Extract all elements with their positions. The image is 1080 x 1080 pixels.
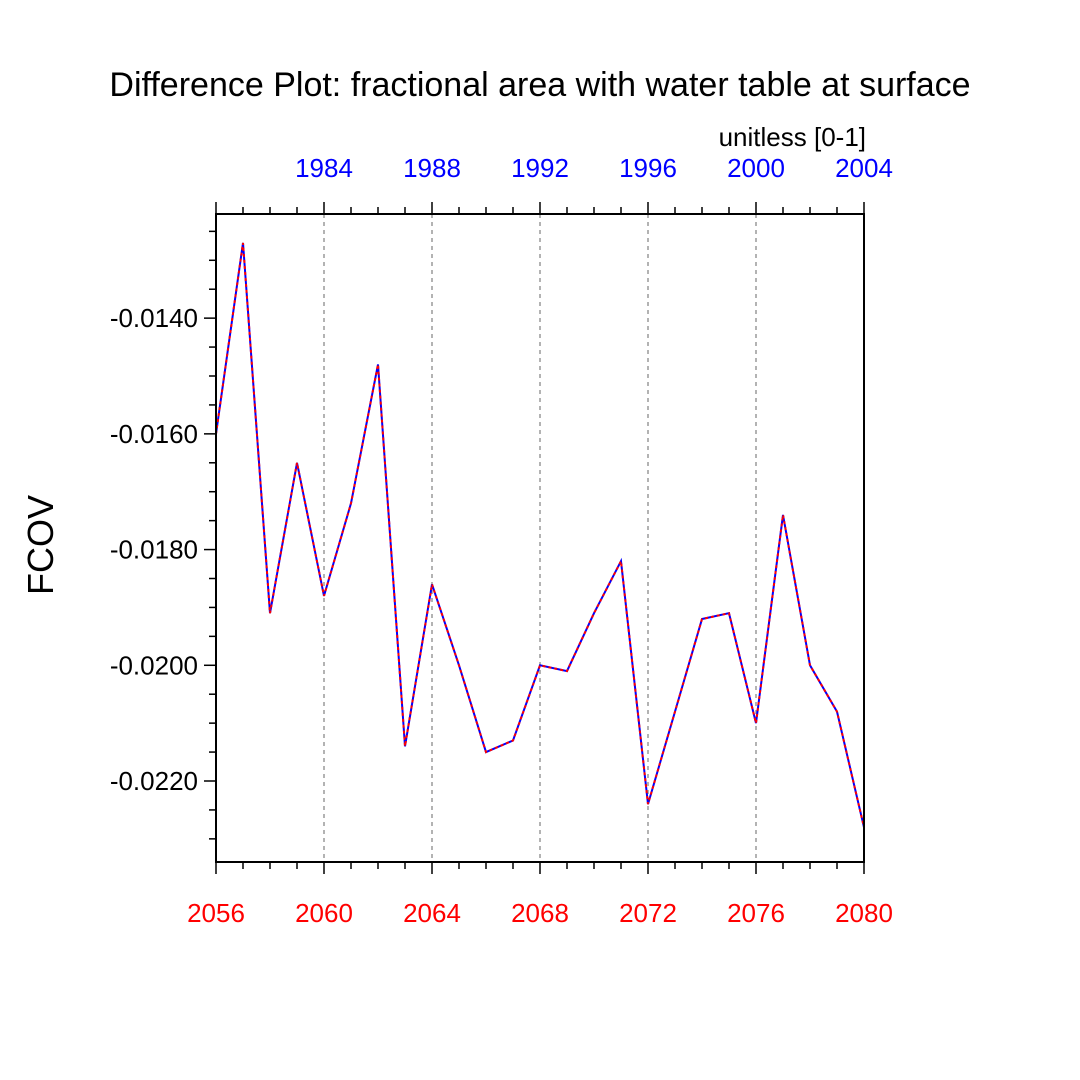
- top-x-tick-label: 1992: [511, 153, 569, 183]
- grid-lines: [323, 214, 757, 862]
- units-label: unitless [0-1]: [718, 122, 866, 152]
- top-x-tick-label: 1996: [619, 153, 677, 183]
- y-tick-label: -0.0140: [110, 303, 198, 333]
- series-line-dashed: [215, 242, 865, 828]
- y-tick-label: -0.0200: [110, 650, 198, 680]
- y-tick-label: -0.0180: [110, 535, 198, 565]
- top-x-tick-label: 2000: [727, 153, 785, 183]
- x-tick-label: 2072: [619, 898, 677, 928]
- x-tick-label: 2080: [835, 898, 893, 928]
- x-tick-label: 2076: [727, 898, 785, 928]
- y-tick-label: -0.0220: [110, 766, 198, 796]
- x-tick-label: 2064: [403, 898, 461, 928]
- chart-title: Difference Plot: fractional area with wa…: [109, 66, 971, 104]
- x-tick-label: 2056: [187, 898, 245, 928]
- x-tick-label: 2068: [511, 898, 569, 928]
- y-tick-label: -0.0160: [110, 419, 198, 449]
- plot-frame: [215, 213, 865, 863]
- top-x-tick-label: 1988: [403, 153, 461, 183]
- series-lines: [215, 242, 865, 828]
- top-x-tick-label: 2004: [835, 153, 893, 183]
- axis-ticks: [204, 202, 865, 874]
- tick-labels: 2056 2060 2064 2068 2072 2076 2080 1984 1988 1992…: [110, 153, 893, 928]
- x-tick-label: 2060: [295, 898, 353, 928]
- top-x-tick-label: 1984: [295, 153, 353, 183]
